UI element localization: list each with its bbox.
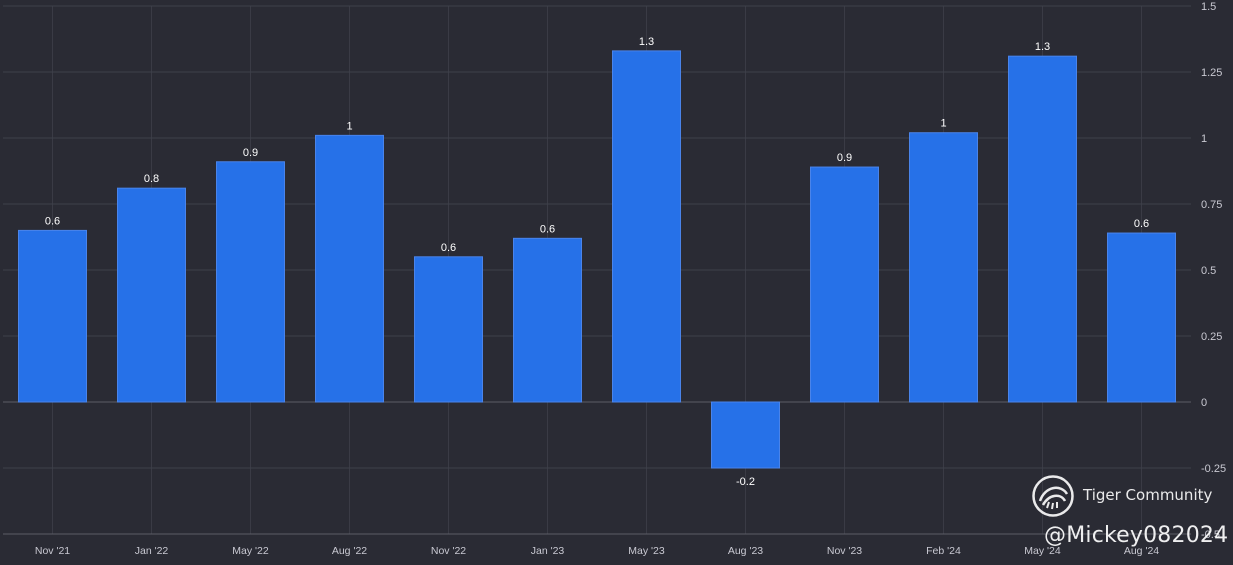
data-label: 0.9 <box>837 152 852 164</box>
horizontal-gridlines <box>3 5 1191 535</box>
bar <box>711 401 780 469</box>
bars <box>18 50 1176 469</box>
x-tick-label: Jan '23 <box>531 545 565 557</box>
bar <box>909 132 978 403</box>
data-label: 0.8 <box>144 173 159 185</box>
data-label: 0.6 <box>540 223 555 235</box>
data-label: 1.3 <box>1035 41 1050 53</box>
data-label: 0.6 <box>45 215 60 227</box>
data-labels: 0.6 0.8 0.9 1 0.6 0.6 1.3 -0.2 0.9 1 1.3 0.6 <box>45 36 1149 488</box>
x-tick-label: Nov '22 <box>431 545 466 557</box>
data-label: 0.9 <box>243 147 258 159</box>
y-tick-label: 0 <box>1201 397 1207 409</box>
bar <box>1107 232 1176 403</box>
bar <box>1008 55 1077 403</box>
x-tick-label: Jan '22 <box>135 545 169 557</box>
bar <box>810 166 879 403</box>
bar <box>612 50 681 403</box>
y-tick-label: 1 <box>1201 133 1207 145</box>
data-label: 0.6 <box>1134 218 1149 230</box>
y-tick-label: 0.5 <box>1201 265 1216 277</box>
y-tick-label: 1.5 <box>1201 1 1216 13</box>
x-tick-label: May '23 <box>628 545 665 557</box>
bar <box>117 187 186 403</box>
watermark-username: @Mickey082024 <box>1044 523 1229 548</box>
data-label: 1 <box>346 120 352 132</box>
bar <box>513 237 582 403</box>
y-tick-label: 0.75 <box>1201 199 1222 211</box>
y-tick-label: 0.25 <box>1201 331 1222 343</box>
y-axis-ticks: 1.5 1.25 1 0.75 0.5 0.25 0 -0.25 -0.5 <box>1201 1 1226 541</box>
data-label: 0.6 <box>441 242 456 254</box>
x-tick-label: Nov '21 <box>35 545 70 557</box>
y-tick-label: -0.5 <box>1201 529 1220 541</box>
x-tick-label: Nov '23 <box>827 545 862 557</box>
bar <box>18 229 87 403</box>
bar <box>414 256 483 403</box>
bar <box>315 134 384 403</box>
x-tick-label: Aug '24 <box>1124 545 1159 557</box>
x-tick-label: Feb '24 <box>926 545 961 557</box>
y-tick-label: -0.25 <box>1201 463 1226 475</box>
data-label: 1.3 <box>639 36 654 48</box>
x-tick-label: Aug '23 <box>728 545 763 557</box>
watermark-brand: Tiger Community <box>1083 486 1213 504</box>
data-label: -0.2 <box>736 476 755 488</box>
tiger-logo-icon <box>1032 475 1074 517</box>
x-axis-ticks: Nov '21 Jan '22 May '22 Aug '22 Nov '22 Jan '… <box>35 545 1159 557</box>
bar <box>216 161 285 403</box>
x-tick-label: Aug '22 <box>332 545 367 557</box>
y-tick-label: 1.25 <box>1201 67 1222 79</box>
data-label: 1 <box>940 118 946 130</box>
x-tick-label: May '22 <box>232 545 269 557</box>
x-tick-label: May '24 <box>1024 545 1061 557</box>
